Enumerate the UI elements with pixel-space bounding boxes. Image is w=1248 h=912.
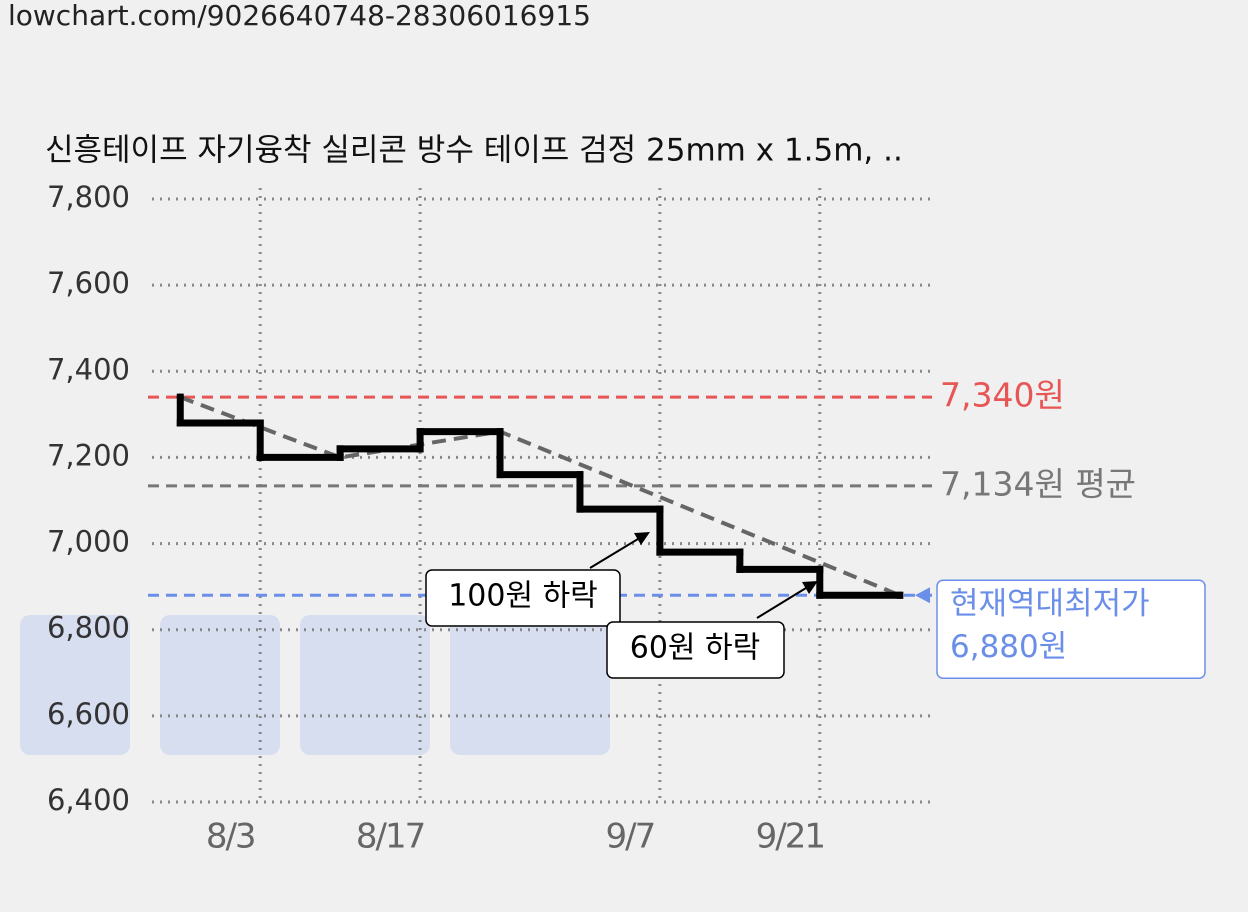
y-tick-label: 7,800	[47, 180, 130, 214]
watermark	[20, 615, 610, 755]
annotation-text: 60원 하락	[630, 631, 761, 666]
chart-title: 신흥테이프 자기융착 실리콘 방수 테이프 검정 25mm x 1.5m, ..	[45, 133, 903, 169]
reference-note: 현재역대최저가	[950, 586, 1150, 622]
reference-marker	[915, 587, 930, 604]
y-tick-label: 6,600	[47, 697, 130, 731]
reference-label: 7,134원 평균	[940, 464, 1136, 503]
y-tick-label: 7,400	[47, 352, 130, 386]
x-tick-label: 9/7	[606, 817, 655, 857]
x-tick-label: 8/3	[206, 817, 255, 857]
reference-box	[936, 579, 1206, 680]
x-tick-label: 8/17	[356, 817, 424, 857]
y-tick-label: 7,000	[47, 525, 130, 559]
annotation: 100원 하락 60원 하락	[425, 532, 818, 679]
trend-line	[179, 395, 901, 598]
y-tick-label: 7,600	[47, 266, 130, 300]
step-point	[176, 393, 184, 401]
y-tick-label: 6,800	[47, 611, 130, 645]
annotation-text: 100원 하락	[448, 579, 598, 614]
url: lowchart.com/9026640748-28306016915	[8, 0, 591, 32]
y-tick-label: 6,400	[47, 783, 130, 817]
reference-label: 7,340원	[940, 376, 1065, 415]
step-point	[896, 591, 904, 599]
reference-label: 6,880원	[950, 629, 1067, 665]
x-tick-label: 9/21	[756, 817, 824, 857]
y-tick-label: 7,200	[47, 438, 130, 472]
